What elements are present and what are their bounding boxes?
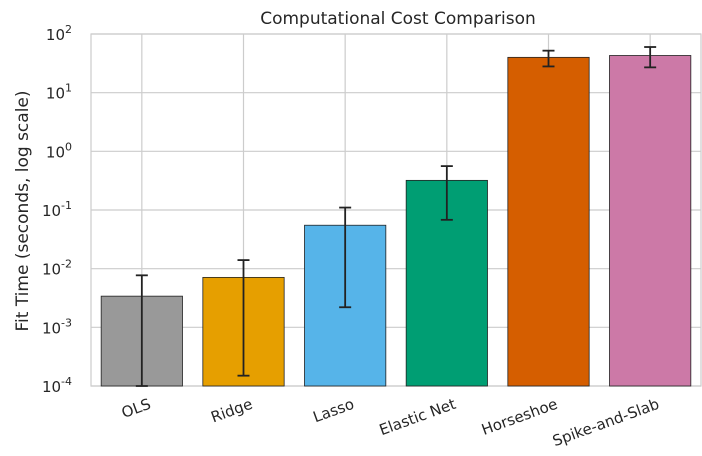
error-bar xyxy=(135,274,148,387)
error-bars xyxy=(135,46,657,387)
x-tick-label: Elastic Net xyxy=(377,395,458,439)
error-bar xyxy=(339,206,352,309)
y-tick-label: 100 xyxy=(46,140,72,161)
error-bar xyxy=(440,165,453,221)
y-axis-label: Fit Time (seconds, log scale) xyxy=(13,90,33,331)
x-tick-label: Horseshoe xyxy=(479,395,560,439)
plot-frame xyxy=(90,33,702,387)
x-tick-label: Spike-and-Slab xyxy=(550,395,661,450)
y-tick-label: 10-4 xyxy=(42,375,72,396)
y-tick-label: 102 xyxy=(46,23,72,44)
error-bar xyxy=(237,259,250,377)
bar xyxy=(507,56,590,387)
x-tick-label: OLS xyxy=(119,395,153,422)
chart-title: Computational Cost Comparison xyxy=(260,9,536,29)
x-tick-labels: OLS Ridge Lasso Elastic Net HorseshoeSpike-a… xyxy=(119,395,661,450)
y-tick-labels: 10-4 10-3 10-2 10-1 100 101 102 xyxy=(42,23,72,396)
x-tick-label: Lasso xyxy=(311,395,357,426)
y-tick-label: 101 xyxy=(46,82,72,103)
y-tick-label: 10-3 xyxy=(42,316,72,337)
error-bar xyxy=(644,46,657,69)
bar xyxy=(609,55,692,387)
y-tick-label: 10-1 xyxy=(42,199,72,220)
error-bar xyxy=(542,49,555,68)
y-tick-label: 10-2 xyxy=(42,258,72,279)
x-tick-label: Ridge xyxy=(208,395,254,427)
bars xyxy=(100,55,692,387)
